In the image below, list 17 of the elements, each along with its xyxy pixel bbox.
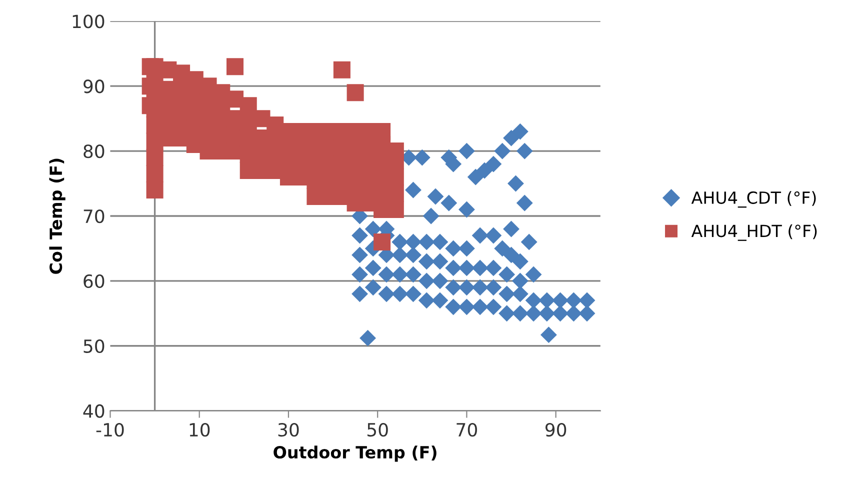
y-tick-label: 50 [84, 339, 104, 353]
legend-label: AHU4_HDT (°F) [691, 224, 817, 241]
y-tick-label: 100 [72, 14, 104, 28]
x-tick-label: 70 [456, 422, 477, 437]
x-tick-label: 10 [190, 422, 210, 437]
y-axis-title: Col Temp (F) [49, 158, 66, 274]
legend-label: AHU4_CDT (°F) [691, 191, 816, 208]
y-tick-label: 60 [84, 274, 104, 288]
y-tick-label: 80 [84, 144, 104, 158]
x-tick-label: 90 [545, 422, 566, 437]
y-tick-label: 40 [83, 404, 104, 418]
x-tick-label: -10 [96, 422, 124, 437]
x-tick-label: 30 [278, 422, 299, 437]
x-axis-title: Outdoor Temp (F) [274, 446, 436, 462]
y-tick-label: 70 [84, 209, 104, 224]
x-tick-label: 50 [367, 422, 388, 437]
y-tick-label: 90 [84, 80, 104, 94]
